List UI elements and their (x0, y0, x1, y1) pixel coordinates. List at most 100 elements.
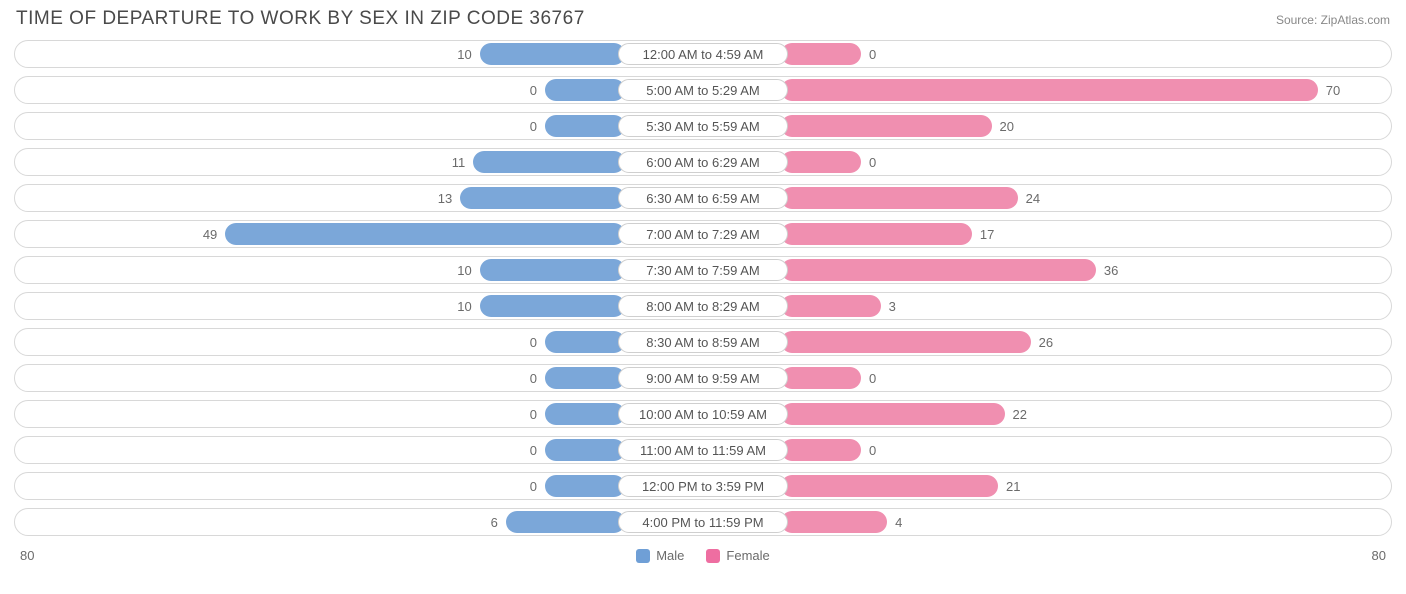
chart-source: Source: ZipAtlas.com (1276, 13, 1390, 27)
male-bar (545, 475, 625, 497)
male-bar (480, 259, 625, 281)
female-bar (781, 439, 861, 461)
chart-row: 12:00 AM to 4:59 AM 10 0 (14, 40, 1392, 68)
category-pill: 10:00 AM to 10:59 AM (618, 403, 788, 425)
female-bar (781, 79, 1318, 101)
female-bar (781, 115, 992, 137)
axis-max-right: 80 (1372, 548, 1386, 563)
male-side: 0 (522, 79, 625, 101)
female-bar (781, 187, 1018, 209)
chart-row: 7:30 AM to 7:59 AM 10 36 (14, 256, 1392, 284)
chart-row: 8:30 AM to 8:59 AM026 (14, 328, 1392, 356)
male-side: 10 (449, 295, 625, 317)
female-side: 20 (781, 115, 1022, 137)
category-pill: 12:00 AM to 4:59 AM (618, 43, 788, 65)
male-value-label: 11 (444, 155, 474, 170)
legend-item-male: Male (636, 548, 684, 563)
female-value-label: 21 (998, 479, 1028, 494)
legend-swatch-female (706, 549, 720, 563)
male-side: 11 (444, 151, 625, 173)
male-side: 0 (522, 367, 625, 389)
male-value-label: 10 (449, 299, 479, 314)
category-pill: 5:00 AM to 5:29 AM (618, 79, 788, 101)
female-value-label: 36 (1096, 263, 1126, 278)
male-bar (545, 115, 625, 137)
female-bar (781, 43, 861, 65)
male-value-label: 0 (522, 407, 545, 422)
female-value-label: 22 (1005, 407, 1035, 422)
female-bar (781, 403, 1005, 425)
male-bar (225, 223, 625, 245)
female-bar (781, 511, 887, 533)
female-side: 4 (781, 511, 910, 533)
male-bar (545, 403, 625, 425)
female-value-label: 0 (861, 47, 884, 62)
category-pill: 6:30 AM to 6:59 AM (618, 187, 788, 209)
chart-title: TIME OF DEPARTURE TO WORK BY SEX IN ZIP … (16, 8, 585, 30)
male-side: 10 (449, 259, 625, 281)
male-side: 0 (522, 115, 625, 137)
male-value-label: 10 (449, 47, 479, 62)
chart-row: 6:30 AM to 6:59 AM 13 24 (14, 184, 1392, 212)
male-value-label: 0 (522, 443, 545, 458)
male-value-label: 0 (522, 119, 545, 134)
male-side: 0 (522, 439, 625, 461)
chart-area: 12:00 AM to 4:59 AM1005:00 AM to 5:29 AM… (10, 40, 1396, 536)
legend: Male Female (636, 548, 770, 563)
chart-row: 5:00 AM to 5:29 AM 0 70 (14, 76, 1392, 104)
male-bar (545, 79, 625, 101)
female-value-label: 17 (972, 227, 1002, 242)
male-value-label: 13 (430, 191, 460, 206)
female-value-label: 3 (881, 299, 904, 314)
male-side: 49 (195, 223, 625, 245)
legend-label-female: Female (726, 548, 769, 563)
male-bar (460, 187, 625, 209)
chart-row: 11:00 AM to 11:59 AM 0 0 (14, 436, 1392, 464)
chart-row: 7:00 AM to 7:29 AM 49 17 (14, 220, 1392, 248)
female-value-label: 4 (887, 515, 910, 530)
female-side: 22 (781, 403, 1035, 425)
category-pill: 8:30 AM to 8:59 AM (618, 331, 788, 353)
chart-row: 8:00 AM to 8:29 AM103 (14, 292, 1392, 320)
female-bar (781, 367, 861, 389)
category-pill: 6:00 AM to 6:29 AM (618, 151, 788, 173)
chart-row: 12:00 PM to 3:59 PM021 (14, 472, 1392, 500)
category-pill: 11:00 AM to 11:59 AM (618, 439, 788, 461)
female-bar (781, 151, 861, 173)
female-side: 36 (781, 259, 1126, 281)
female-bar (781, 259, 1096, 281)
female-side: 17 (781, 223, 1002, 245)
female-side: 0 (781, 367, 884, 389)
male-bar (545, 331, 625, 353)
male-value-label: 0 (522, 83, 545, 98)
female-side: 21 (781, 475, 1028, 497)
male-side: 13 (430, 187, 625, 209)
male-bar (545, 367, 625, 389)
chart-row: 4:00 PM to 11:59 PM64 (14, 508, 1392, 536)
category-pill: 7:30 AM to 7:59 AM (618, 259, 788, 281)
female-value-label: 0 (861, 443, 884, 458)
female-bar (781, 223, 972, 245)
chart-row: 10:00 AM to 10:59 AM 0 22 (14, 400, 1392, 428)
female-bar (781, 331, 1031, 353)
male-value-label: 10 (449, 263, 479, 278)
male-value-label: 6 (483, 515, 506, 530)
female-side: 24 (781, 187, 1048, 209)
female-bar (781, 295, 881, 317)
female-value-label: 0 (861, 155, 884, 170)
chart-row: 5:30 AM to 5:59 AM020 (14, 112, 1392, 140)
female-value-label: 70 (1318, 83, 1348, 98)
axis-max-left: 80 (20, 548, 34, 563)
male-bar (480, 295, 625, 317)
chart-row: 6:00 AM to 6:29 AM 11 0 (14, 148, 1392, 176)
female-value-label: 24 (1018, 191, 1048, 206)
male-value-label: 0 (522, 335, 545, 350)
category-pill: 9:00 AM to 9:59 AM (618, 367, 788, 389)
male-bar (473, 151, 625, 173)
male-value-label: 49 (195, 227, 225, 242)
male-side: 0 (522, 475, 625, 497)
category-pill: 7:00 AM to 7:29 AM (618, 223, 788, 245)
male-bar (480, 43, 625, 65)
female-side: 3 (781, 295, 904, 317)
legend-label-male: Male (656, 548, 684, 563)
